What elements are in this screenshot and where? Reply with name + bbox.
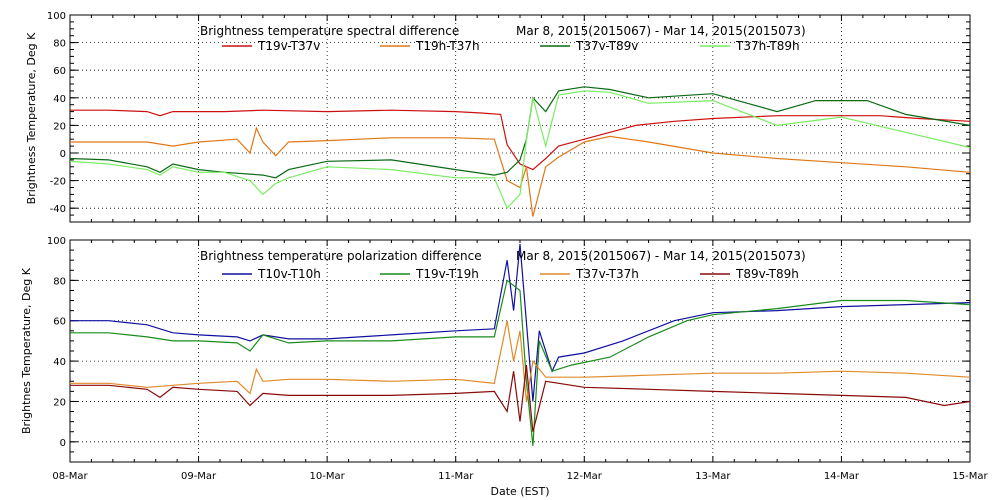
x-tick-label: 10-Mar: [310, 471, 346, 482]
x-tick-label: 08-Mar: [52, 471, 88, 482]
spectral-difference-panel: -40 -20 0 20 40 60 80 100 Brightness Temperature…: [25, 11, 971, 223]
series-line-T37v-T89v: [70, 86, 970, 179]
series-line-T10v-T10h: [70, 243, 970, 402]
chart-title: Brightness temperature polarization diff…: [200, 249, 482, 263]
legend-label: T89v-T89h: [735, 267, 799, 281]
x-axis-label: Date (EST): [490, 485, 549, 498]
y-tick-label: 0: [60, 149, 66, 160]
y-tick-label: 80: [53, 276, 66, 287]
legend-label: T37v-T89v: [575, 39, 638, 53]
legend-label: T19h-T37h: [415, 39, 480, 53]
x-tick-label: 14-Mar: [824, 471, 860, 482]
y-axis-label: Brightnes Temperature, Deg K: [20, 267, 33, 434]
legend-label: T10v-T10h: [257, 267, 321, 281]
series-line-T37v-T37h: [70, 320, 970, 402]
legend-label: T37v-T37h: [575, 267, 639, 281]
y-tick-label: -40: [50, 204, 66, 215]
y-tick-label: 20: [53, 121, 66, 132]
y-tick-label: 40: [53, 94, 66, 105]
y-tick-label: 60: [53, 66, 66, 77]
x-tick-label: 12-Mar: [567, 471, 603, 482]
x-tick-label: 09-Mar: [181, 471, 217, 482]
legend-label: T37h-T89h: [735, 39, 800, 53]
y-tick-label: 0: [60, 438, 66, 449]
chart-title: Brightness temperature spectral differen…: [200, 24, 459, 38]
y-tick-label: 20: [53, 397, 66, 408]
series-line-T19h-T37h: [70, 126, 970, 217]
y-tick-label: 60: [53, 317, 66, 328]
x-tick-label: 11-Mar: [438, 471, 474, 482]
legend-label: T19v-T19h: [415, 267, 479, 281]
y-axis-label: Brightness Temperature, Deg K: [25, 32, 38, 204]
y-tick-label: 80: [53, 39, 66, 50]
x-tick-label: 15-Mar: [952, 471, 988, 482]
series-line-T19v-T19h: [70, 279, 970, 446]
y-tick-label: 100: [47, 236, 66, 247]
polarization-difference-panel: 0 20 40 60 80 100 Brightnes Temperature, Deg K…: [20, 236, 988, 482]
legend-label: T19v-T37v: [257, 39, 320, 53]
y-tick-label: 100: [47, 11, 66, 22]
plot-frame: [69, 239, 971, 463]
series-line-T37h-T89h: [70, 90, 970, 210]
series-line-T89v-T89h: [70, 365, 970, 432]
chart-date-range: Mar 8, 2015(2015067) - Mar 14, 2015(2015…: [516, 249, 806, 263]
x-tick-label: 13-Mar: [695, 471, 731, 482]
y-tick-label: 40: [53, 357, 66, 368]
y-tick-label: -20: [50, 177, 66, 188]
chart-date-range: Mar 8, 2015(2015067) - Mar 14, 2015(2015…: [516, 24, 806, 38]
